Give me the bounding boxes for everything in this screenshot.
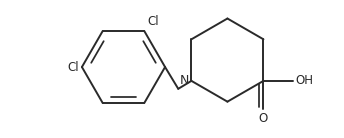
Text: Cl: Cl bbox=[67, 61, 79, 74]
Text: N: N bbox=[180, 74, 190, 87]
Text: OH: OH bbox=[295, 74, 313, 87]
Text: O: O bbox=[259, 112, 268, 125]
Text: Cl: Cl bbox=[147, 15, 159, 28]
